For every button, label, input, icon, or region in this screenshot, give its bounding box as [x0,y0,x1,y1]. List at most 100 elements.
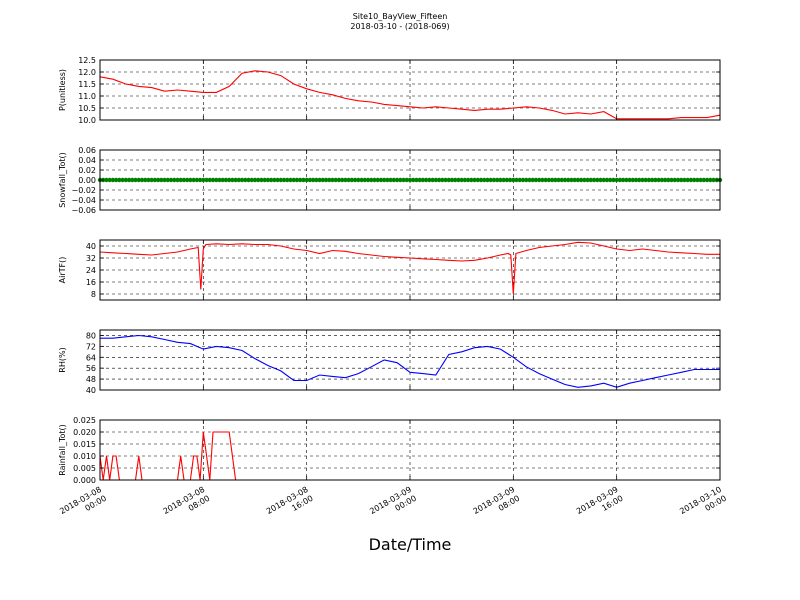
data-point [595,177,600,183]
y-axis-label: Snowfall_Tot() [58,152,67,208]
data-point [214,177,219,183]
x-tick-label: 2018-03-0916:00 [575,485,625,525]
data-point [139,177,145,183]
data-point [210,177,216,183]
data-point [530,177,535,183]
data-point [130,177,135,183]
data-point [598,177,603,183]
data-point [524,177,529,183]
data-point [637,177,642,183]
y-tick-label: −0.02 [71,186,96,195]
data-point [110,177,116,183]
series-points [97,177,723,183]
data-point [356,177,361,183]
y-tick-label: 56 [86,364,96,373]
y-tick-label: 0.015 [73,440,96,449]
data-point [378,177,384,183]
data-point [436,177,442,183]
data-point [588,177,594,183]
data-point [404,177,409,183]
data-point [123,177,129,183]
data-point [126,177,132,183]
data-point [649,177,655,183]
data-point [143,177,148,183]
panel-4: 0.000 0.005 0.010 0.015 0.020 0.025 Rainfall_T… [58,416,728,525]
data-point [398,177,403,183]
x-tick-label: 2018-03-0908:00 [472,485,522,525]
data-point [585,177,590,183]
data-point [553,177,558,183]
data-point [604,177,610,183]
data-point [288,177,293,183]
data-point [352,177,358,183]
data-point [453,177,458,183]
data-point [708,177,713,183]
data-point [617,177,623,183]
y-tick-label: 0.000 [73,476,96,485]
data-point [533,177,539,183]
panels: 10.0 10.5 11.0 11.5 12.0 12.5 P(unitless) −0.06… [58,56,728,525]
y-tick-label: 32 [86,254,96,263]
data-point [504,177,510,183]
y-tick-label: 11.0 [78,92,96,101]
y-axis-label: RH(%) [58,347,67,372]
data-point [188,177,193,183]
data-point [543,177,548,183]
data-point [478,177,484,183]
data-point [572,177,577,183]
data-point [688,177,694,183]
data-point [679,177,684,183]
data-point [152,177,158,183]
y-axis-label: AirTF() [58,257,67,284]
data-point [262,177,267,183]
data-point [278,177,284,183]
data-point [582,177,587,183]
y-axis-label: Rainfall_Tot() [58,424,67,476]
data-point [107,177,112,183]
y-tick-label: 64 [86,353,96,362]
x-tick-label: 2018-03-1000:00 [678,485,728,525]
data-point [446,177,451,183]
data-point [113,177,119,183]
data-point [501,177,506,183]
data-point [407,177,413,183]
data-point [162,177,167,183]
data-point [381,177,387,183]
data-point [201,177,206,183]
data-point [375,177,380,183]
data-point [207,177,212,183]
y-tick-label: 80 [86,331,96,340]
data-point [695,177,700,183]
data-point [704,177,710,183]
data-point [330,177,335,183]
data-point [136,177,141,183]
x-tick-label: 2018-03-0808:00 [162,485,212,525]
data-point [294,177,300,183]
data-point [414,177,419,183]
data-point [491,177,497,183]
data-point [165,177,171,183]
data-point [268,177,274,183]
data-point [104,177,109,183]
data-point [194,177,200,183]
data-point [601,177,606,183]
data-point [281,177,287,183]
data-point [520,177,526,183]
data-point [323,177,329,183]
data-point [197,177,203,183]
data-point [559,177,564,183]
y-tick-label: 0.025 [73,416,96,425]
data-point [372,177,377,183]
x-tick-label: 2018-03-0900:00 [368,485,418,525]
data-point [391,177,397,183]
data-point [514,177,519,183]
y-tick-label: 10.0 [78,116,96,125]
y-tick-label: 0.010 [73,452,96,461]
data-point [365,177,371,183]
data-point [656,177,661,183]
data-point [546,177,552,183]
figure-title: Site10_BayView_Fifteen [353,12,448,21]
data-point [146,177,151,183]
y-tick-label: −0.06 [71,206,96,215]
data-point [259,177,264,183]
